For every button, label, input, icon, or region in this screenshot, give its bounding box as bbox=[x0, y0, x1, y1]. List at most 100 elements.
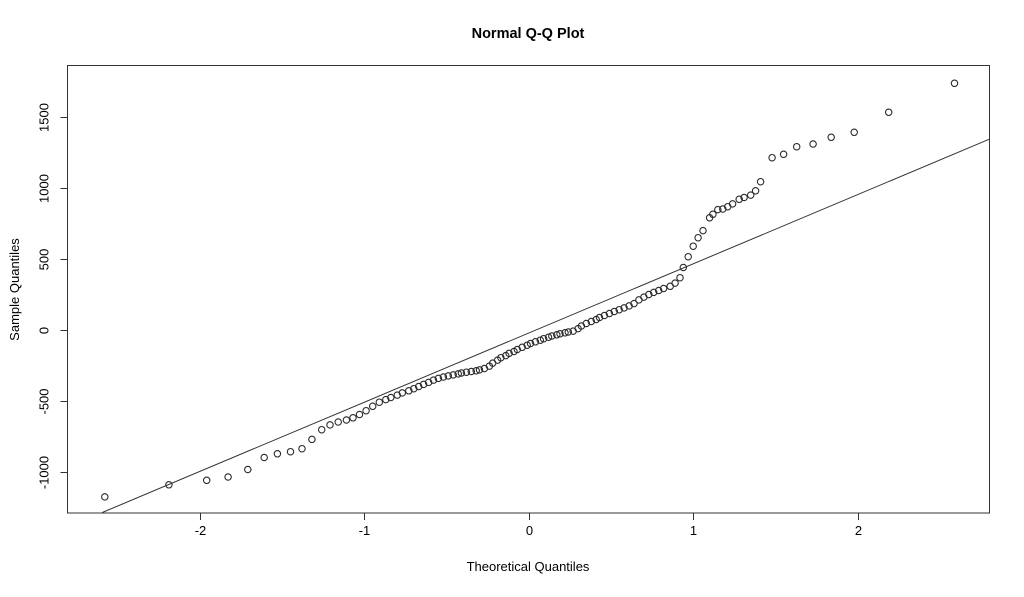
data-point bbox=[620, 304, 628, 312]
data-point bbox=[600, 311, 609, 320]
data-point bbox=[387, 393, 395, 402]
data-point bbox=[472, 367, 480, 375]
data-point bbox=[260, 453, 268, 462]
y-tick-label: 1000 bbox=[37, 174, 52, 203]
data-point bbox=[709, 210, 717, 219]
x-tick-label: -1 bbox=[359, 523, 371, 538]
data-point bbox=[497, 353, 505, 362]
data-point bbox=[286, 447, 295, 456]
data-point bbox=[202, 476, 211, 485]
data-point bbox=[439, 373, 448, 381]
x-tick-label: 1 bbox=[690, 523, 697, 538]
data-point bbox=[564, 328, 573, 336]
data-point bbox=[751, 187, 760, 195]
x-tick-label: -2 bbox=[195, 523, 207, 538]
data-point bbox=[398, 389, 407, 397]
data-point bbox=[694, 233, 702, 242]
data-point bbox=[349, 414, 357, 422]
data-point bbox=[355, 410, 364, 419]
data-point bbox=[342, 416, 351, 424]
y-tick-label: -1000 bbox=[37, 456, 52, 489]
data-point bbox=[449, 371, 457, 379]
y-tick-label: 500 bbox=[37, 249, 52, 271]
y-tick-label: 0 bbox=[37, 327, 52, 334]
data-point bbox=[224, 473, 232, 481]
data-point bbox=[457, 369, 466, 377]
data-point bbox=[605, 309, 614, 318]
data-point bbox=[595, 313, 604, 322]
data-point bbox=[610, 307, 619, 316]
x-tick-label: 0 bbox=[526, 523, 533, 538]
data-point bbox=[679, 263, 688, 272]
data-point bbox=[779, 150, 788, 159]
data-point bbox=[475, 366, 484, 374]
data-point bbox=[649, 288, 658, 297]
data-point bbox=[405, 387, 413, 395]
data-point bbox=[768, 153, 776, 162]
data-point bbox=[561, 329, 569, 337]
data-point bbox=[326, 421, 334, 429]
data-point bbox=[792, 142, 801, 151]
data-point bbox=[850, 128, 858, 137]
data-point bbox=[553, 331, 561, 339]
data-point bbox=[165, 481, 173, 489]
data-point bbox=[728, 200, 737, 208]
data-point bbox=[684, 252, 692, 261]
data-point bbox=[382, 395, 390, 404]
data-point bbox=[699, 226, 707, 235]
plot-border bbox=[67, 65, 990, 514]
x-axis-label: Theoretical Quantiles bbox=[466, 559, 590, 574]
data-point bbox=[630, 299, 638, 308]
data-point bbox=[548, 332, 556, 340]
data-point bbox=[375, 398, 384, 406]
data-point bbox=[273, 450, 282, 458]
data-point bbox=[556, 330, 564, 338]
data-point bbox=[615, 305, 623, 314]
data-point bbox=[362, 406, 370, 415]
data-point bbox=[676, 273, 684, 282]
data-point bbox=[414, 382, 423, 391]
data-point bbox=[368, 402, 377, 411]
data-point bbox=[531, 338, 540, 346]
data-point bbox=[308, 435, 316, 444]
data-point bbox=[419, 380, 428, 389]
x-tick-label: 2 bbox=[855, 523, 862, 538]
data-point bbox=[654, 286, 663, 295]
data-point bbox=[505, 349, 513, 358]
data-point bbox=[467, 367, 476, 376]
data-point bbox=[756, 177, 765, 186]
data-point bbox=[434, 374, 443, 383]
data-point bbox=[444, 372, 453, 380]
data-point bbox=[645, 290, 653, 299]
data-point bbox=[659, 284, 668, 293]
data-point bbox=[410, 384, 418, 393]
data-point bbox=[827, 133, 835, 142]
data-point bbox=[809, 140, 817, 148]
data-point bbox=[317, 425, 326, 434]
data-point bbox=[101, 493, 109, 501]
data-point bbox=[671, 279, 679, 287]
data-point bbox=[544, 333, 553, 341]
data-point bbox=[746, 191, 755, 199]
y-tick-label: 1500 bbox=[37, 103, 52, 132]
data-point bbox=[587, 317, 596, 326]
data-point bbox=[539, 334, 548, 343]
data-point bbox=[244, 465, 252, 474]
data-point bbox=[454, 370, 462, 378]
data-point bbox=[298, 444, 306, 453]
data-point bbox=[714, 205, 722, 214]
data-point bbox=[334, 418, 342, 426]
data-point bbox=[518, 343, 526, 352]
qq-reference-line bbox=[102, 138, 990, 513]
data-point bbox=[884, 108, 893, 117]
data-point bbox=[950, 79, 959, 88]
data-point bbox=[429, 376, 438, 384]
data-point bbox=[582, 319, 591, 328]
chart-title: Normal Q-Q Plot bbox=[471, 26, 585, 42]
data-point bbox=[735, 195, 743, 204]
y-tick-label: -500 bbox=[37, 388, 52, 414]
data-point bbox=[513, 345, 522, 354]
data-point bbox=[689, 242, 697, 250]
